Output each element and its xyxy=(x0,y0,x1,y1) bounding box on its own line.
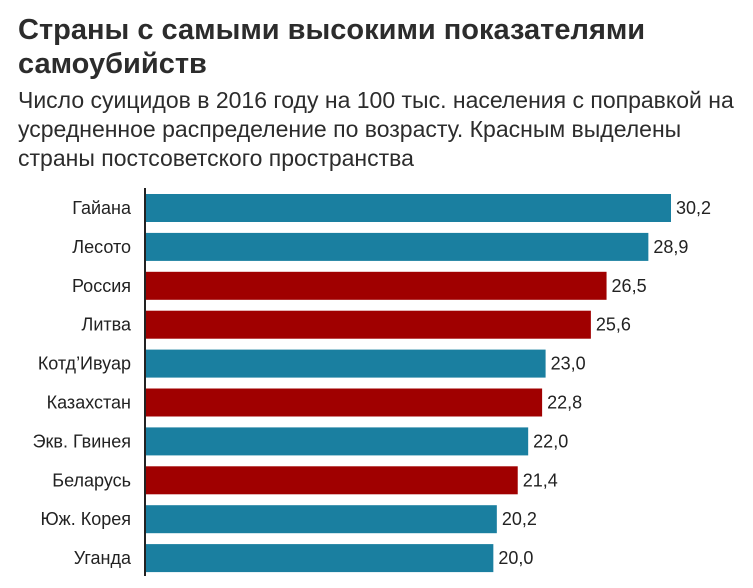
category-label: Литва xyxy=(82,315,132,335)
category-label: Гайана xyxy=(72,198,132,218)
value-label: 25,6 xyxy=(596,315,631,335)
value-label: 23,0 xyxy=(551,354,586,374)
chart-title: Страны с самыми высокими показателями са… xyxy=(18,14,646,80)
bar-7 xyxy=(145,427,529,456)
category-label: Экв. Гвинея xyxy=(33,431,131,451)
bar-3 xyxy=(145,271,607,300)
value-label: 26,5 xyxy=(612,276,647,296)
bar-6 xyxy=(145,388,543,417)
value-label: 22,0 xyxy=(533,431,568,451)
bar-5 xyxy=(145,349,546,378)
bar-10 xyxy=(145,544,494,573)
value-label: 30,2 xyxy=(676,198,711,218)
category-label: Лесото xyxy=(72,237,131,257)
value-label: 21,4 xyxy=(523,470,558,490)
category-label: Казахстан xyxy=(47,393,131,413)
bar-8 xyxy=(145,466,518,495)
value-label: 28,9 xyxy=(653,237,688,257)
value-label: 22,8 xyxy=(547,393,582,413)
category-label: Россия xyxy=(72,276,131,296)
bar-9 xyxy=(145,505,497,534)
value-label: 20,0 xyxy=(498,548,533,568)
value-label: 20,2 xyxy=(502,509,537,529)
category-label: Юж. Корея xyxy=(41,509,132,529)
category-label: Уганда xyxy=(74,548,132,568)
bar-1 xyxy=(145,194,671,222)
category-label: Беларусь xyxy=(52,470,131,490)
category-label: Котд’Ивуар xyxy=(38,354,131,374)
bar-4 xyxy=(145,310,591,339)
chart-subtitle: Число суицидов в 2016 году на 100 тыс. н… xyxy=(18,87,734,171)
bar-2 xyxy=(145,232,649,261)
